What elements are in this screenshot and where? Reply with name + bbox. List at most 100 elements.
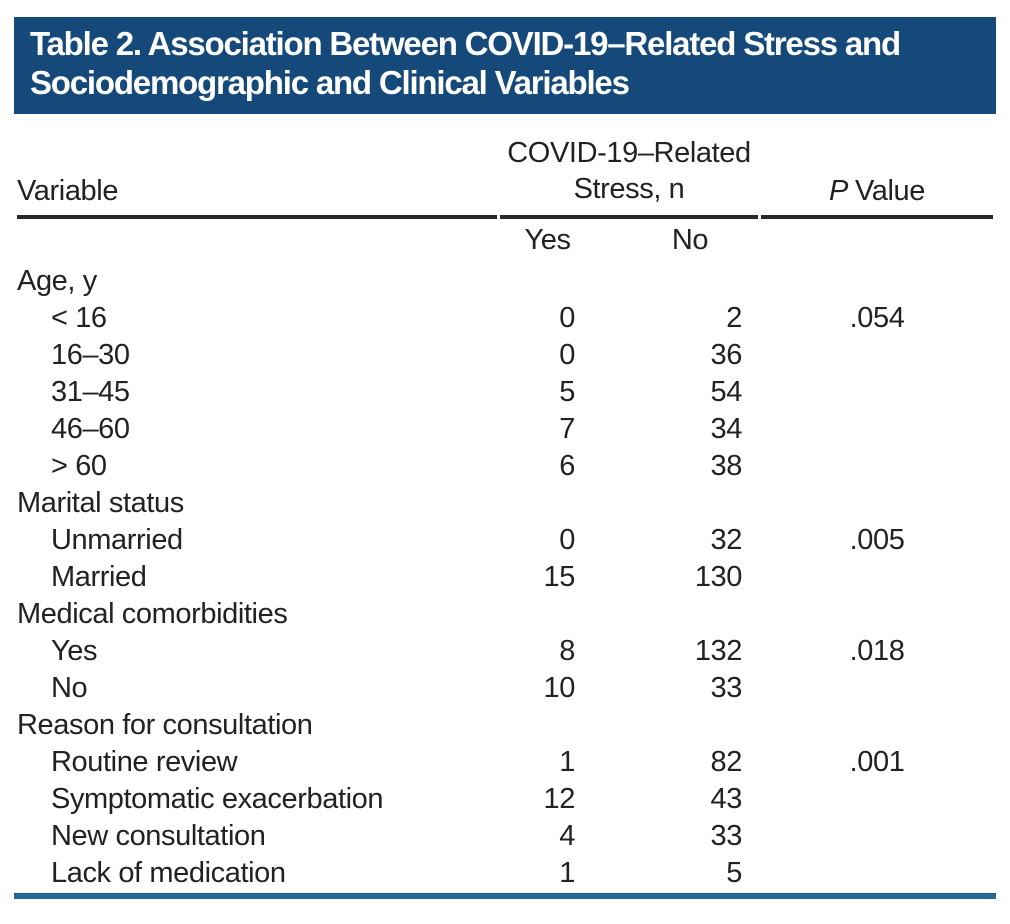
yes-count-cell: 10 bbox=[543, 671, 576, 704]
page: Table 2. Association Between COVID-19–Re… bbox=[14, 17, 996, 899]
no-count-cell: 36 bbox=[710, 338, 743, 371]
row-label-cell: 16–30 bbox=[51, 338, 130, 371]
row-label-cell: No bbox=[51, 671, 88, 704]
no-count-cell: 130 bbox=[694, 560, 743, 593]
table-wrapper: Variable COVID-19–Related Stress, n P Val… bbox=[14, 136, 996, 892]
stress-association-table: Variable COVID-19–Related Stress, n P Val… bbox=[14, 136, 996, 892]
table-head: Variable COVID-19–Related Stress, n P Val… bbox=[17, 136, 993, 263]
no-count-cell bbox=[598, 263, 758, 300]
table-row: Symptomatic exacerbation 12 43 bbox=[17, 781, 993, 818]
yes-count-cell bbox=[500, 707, 595, 744]
row-label-cell: Reason for consultation bbox=[17, 708, 313, 741]
yes-count-cell: 4 bbox=[559, 819, 575, 852]
p-value-cell bbox=[761, 596, 993, 633]
row-label-cell: Symptomatic exacerbation bbox=[51, 782, 384, 815]
table-row: Reason for consultation bbox=[17, 707, 993, 744]
subheader-spacer bbox=[761, 219, 993, 263]
p-value-cell bbox=[761, 448, 993, 485]
row-label-cell: Yes bbox=[51, 634, 98, 667]
table-row: Routine review 1 82 .001 bbox=[17, 744, 993, 781]
row-label-cell: > 60 bbox=[51, 449, 107, 482]
p-value-cell bbox=[761, 855, 993, 892]
spanner-line2: Stress, n bbox=[573, 172, 685, 205]
p-value-cell bbox=[761, 337, 993, 374]
table-row: No 10 33 bbox=[17, 670, 993, 707]
p-value-cell: .018 bbox=[849, 634, 905, 667]
no-count-cell: 82 bbox=[710, 745, 743, 778]
p-value-cell bbox=[761, 485, 993, 522]
no-count-cell: 32 bbox=[710, 523, 743, 556]
subheader-row: Yes No bbox=[17, 219, 993, 263]
row-label-cell: Age, y bbox=[17, 264, 97, 297]
yes-count-cell: 5 bbox=[559, 375, 575, 408]
row-label-cell: 31–45 bbox=[51, 375, 130, 408]
yes-count-cell bbox=[500, 263, 595, 300]
table-bottom-rule bbox=[14, 892, 996, 899]
no-count-cell: 38 bbox=[710, 449, 743, 482]
yes-subheader: Yes bbox=[524, 224, 571, 257]
no-count-cell bbox=[598, 707, 758, 744]
row-label-cell: New consultation bbox=[51, 819, 266, 852]
yes-count-cell: 0 bbox=[559, 301, 575, 334]
variable-column-header: Variable bbox=[17, 136, 497, 219]
yes-count-cell: 7 bbox=[559, 412, 575, 445]
row-label-cell: Routine review bbox=[51, 745, 238, 778]
no-count-cell: 34 bbox=[710, 412, 743, 445]
table-row: Medical comorbidities bbox=[17, 596, 993, 633]
row-label-cell: Lack of medication bbox=[51, 856, 286, 889]
table-row: 31–45 5 54 bbox=[17, 374, 993, 411]
table-row: 16–30 0 36 bbox=[17, 337, 993, 374]
p-value-cell bbox=[761, 707, 993, 744]
row-label-cell: Unmarried bbox=[51, 523, 183, 556]
no-subheader: No bbox=[671, 224, 709, 257]
yes-count-cell: 6 bbox=[559, 449, 575, 482]
p-value-cell bbox=[761, 559, 993, 596]
yes-count-cell: 12 bbox=[543, 782, 576, 815]
header-row: Variable COVID-19–Related Stress, n P Val… bbox=[17, 136, 993, 219]
table-row: > 60 6 38 bbox=[17, 448, 993, 485]
p-value-cell bbox=[761, 781, 993, 818]
p-value-cell bbox=[761, 411, 993, 448]
table-row: Marital status bbox=[17, 485, 993, 522]
yes-count-cell: 8 bbox=[559, 634, 575, 667]
no-count-cell: 132 bbox=[694, 634, 743, 667]
yes-count-cell: 1 bbox=[559, 745, 575, 778]
row-label-cell: < 16 bbox=[51, 301, 107, 334]
no-count-cell bbox=[598, 596, 758, 633]
no-count-cell: 33 bbox=[710, 819, 743, 852]
table-row: Unmarried 0 32 .005 bbox=[17, 522, 993, 559]
no-count-cell: 5 bbox=[726, 856, 742, 889]
p-value-cell: .054 bbox=[849, 301, 905, 334]
p-value-cell: .005 bbox=[849, 523, 905, 556]
table-row: New consultation 4 33 bbox=[17, 818, 993, 855]
yes-count-cell: 1 bbox=[559, 856, 575, 889]
covid-stress-spanner-header: COVID-19–Related Stress, n bbox=[500, 136, 758, 219]
p-value-label: Value bbox=[854, 174, 925, 207]
table-row: < 16 0 2 .054 bbox=[17, 300, 993, 337]
yes-count-cell: 0 bbox=[559, 523, 575, 556]
no-count-cell: 2 bbox=[726, 301, 742, 334]
p-value-cell bbox=[761, 818, 993, 855]
p-value-cell: .001 bbox=[849, 745, 905, 778]
table-row: Yes 8 132 .018 bbox=[17, 633, 993, 670]
table-row: 46–60 7 34 bbox=[17, 411, 993, 448]
row-label-cell: 46–60 bbox=[51, 412, 130, 445]
yes-count-cell: 0 bbox=[559, 338, 575, 371]
p-value-column-header: P Value bbox=[761, 136, 993, 219]
table-row: Age, y bbox=[17, 263, 993, 300]
row-label-cell: Marital status bbox=[17, 486, 184, 519]
row-label-cell: Married bbox=[51, 560, 147, 593]
banner-title-line2: Sociodemographic and Clinical Variables bbox=[30, 63, 630, 101]
banner-title-line1: Table 2. Association Between COVID-19–Re… bbox=[30, 25, 901, 62]
table-row: Married 15 130 bbox=[17, 559, 993, 596]
spanner-line1: COVID-19–Related bbox=[507, 136, 751, 169]
p-italic-label: P bbox=[829, 174, 848, 207]
no-count-cell: 43 bbox=[710, 782, 743, 815]
p-value-cell bbox=[761, 670, 993, 707]
yes-count-cell bbox=[500, 485, 595, 522]
row-label-cell: Medical comorbidities bbox=[17, 597, 288, 630]
p-value-cell bbox=[761, 263, 993, 300]
p-value-cell bbox=[761, 374, 993, 411]
no-count-cell: 33 bbox=[710, 671, 743, 704]
yes-count-cell bbox=[500, 596, 595, 633]
